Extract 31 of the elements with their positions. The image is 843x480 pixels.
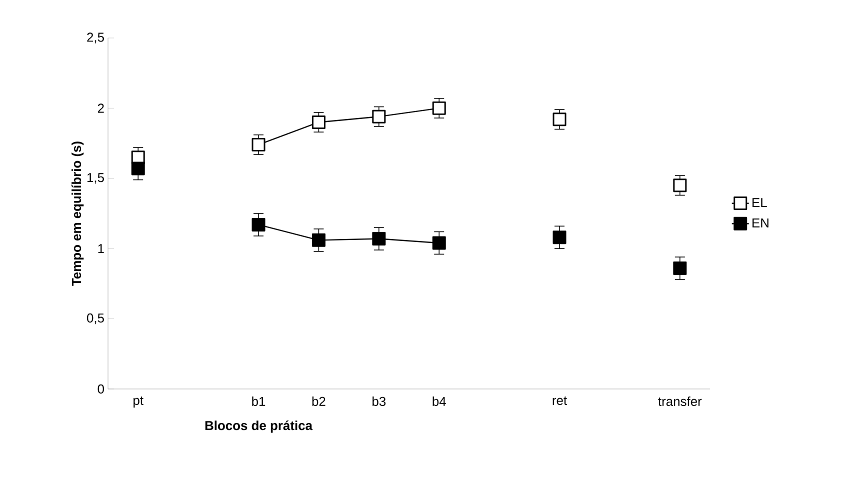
point [312,115,326,129]
x-tick-label: b1 [252,396,266,406]
point [432,101,446,115]
x-tick-label: transfer [658,396,702,406]
x-tick-label: b4 [432,396,446,406]
point [432,236,446,250]
point [673,178,687,192]
x-tick-label: ret [552,396,567,406]
legend-label: EL [752,198,767,208]
point [131,162,145,176]
y-tick-label: 0,5 [86,313,104,324]
x-tick-label: pt [134,396,144,408]
y-axis-title: Tempo em equilíbrio (s) [71,142,84,286]
y-tick-label: 1,5 [87,173,104,184]
point [673,261,687,275]
point [252,218,266,232]
point [552,112,566,126]
x-tick-label: b3 [372,396,386,406]
y-tick-label: 2 [98,104,104,113]
point [372,232,386,246]
point [372,110,386,124]
legend-label: EN [752,218,768,228]
y-tick-label: 0 [98,384,104,394]
point [252,138,266,152]
x-tick-label: b2 [312,396,326,406]
point [552,230,566,244]
point [131,150,145,164]
point [312,233,326,247]
y-tick-label: 1 [98,244,104,254]
x-axis-title: Blocos de prática [205,420,313,433]
y-tick-label: 2,5 [87,32,104,44]
